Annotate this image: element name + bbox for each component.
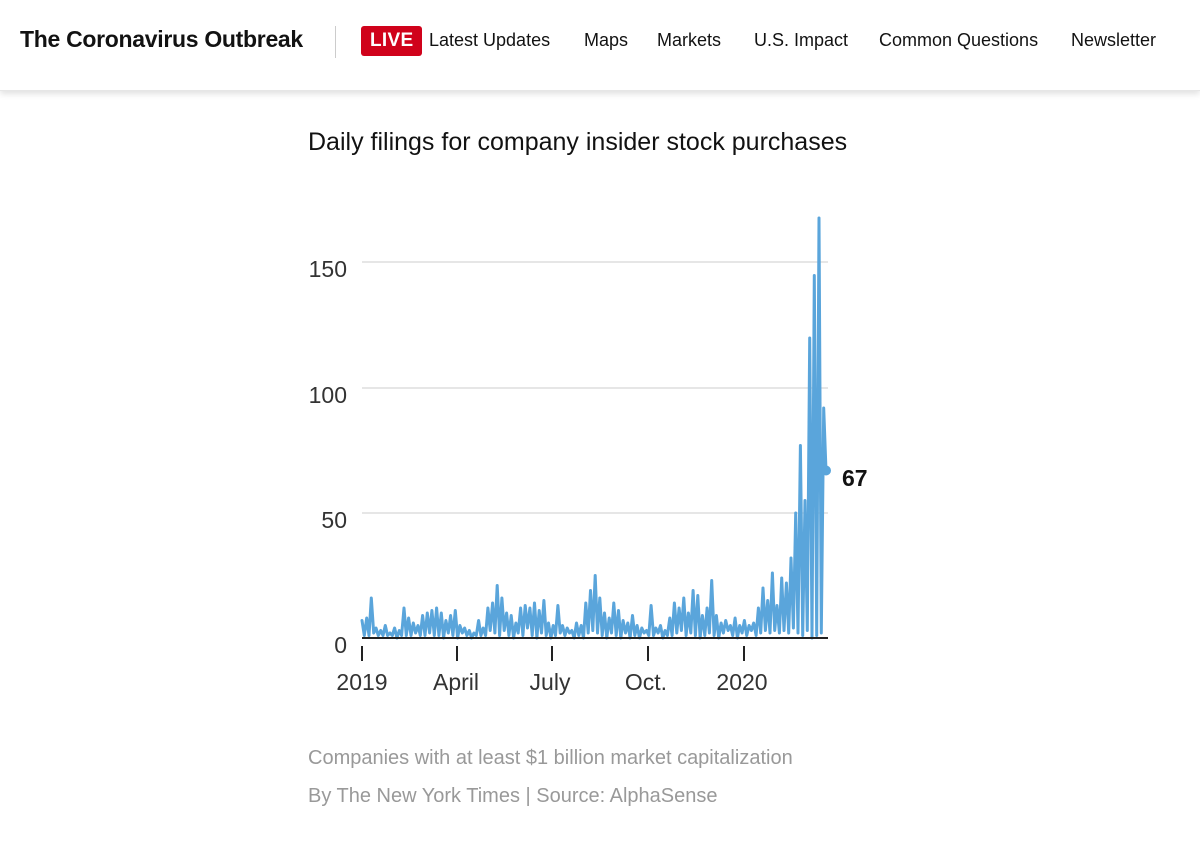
last-value-marker [821, 465, 831, 476]
chart-source: By The New York Times | Source: AlphaSen… [308, 785, 718, 807]
nav-newsletter[interactable]: Newsletter [1071, 30, 1157, 50]
x-tick-label-2019: 2019 [336, 669, 387, 695]
y-tick-label-100: 100 [309, 382, 347, 408]
y-tick-label-0: 0 [334, 632, 347, 658]
brand-title[interactable]: The Coronavirus Outbreak [20, 26, 303, 52]
live-badge[interactable]: LIVE [361, 26, 423, 56]
chart-note: Companies with at least $1 billion marke… [308, 747, 793, 769]
nav-us-impact[interactable]: U.S. Impact [754, 30, 849, 50]
nav-common-questions[interactable]: Common Questions [879, 30, 1039, 50]
y-tick-label-50: 50 [321, 507, 347, 533]
nav-maps[interactable]: Maps [584, 30, 629, 50]
x-tick-label-2020: 2020 [716, 669, 767, 695]
nav-latest-updates[interactable]: Latest Updates [429, 30, 551, 50]
x-tick-label-april: April [433, 669, 479, 695]
series-line-daily-filings [360, 216, 828, 640]
header-divider [335, 26, 336, 58]
x-tick-label-july: July [530, 669, 571, 695]
last-value-label: 67 [842, 465, 868, 491]
chart-title: Daily filings for company insider stock … [308, 128, 848, 156]
x-tick-label-oct: Oct. [625, 669, 667, 695]
nav-markets[interactable]: Markets [657, 30, 722, 50]
y-tick-label-150: 150 [309, 256, 347, 282]
top-navigation-bar: The Coronavirus Outbreak LIVE Latest Upd… [0, 0, 1200, 91]
